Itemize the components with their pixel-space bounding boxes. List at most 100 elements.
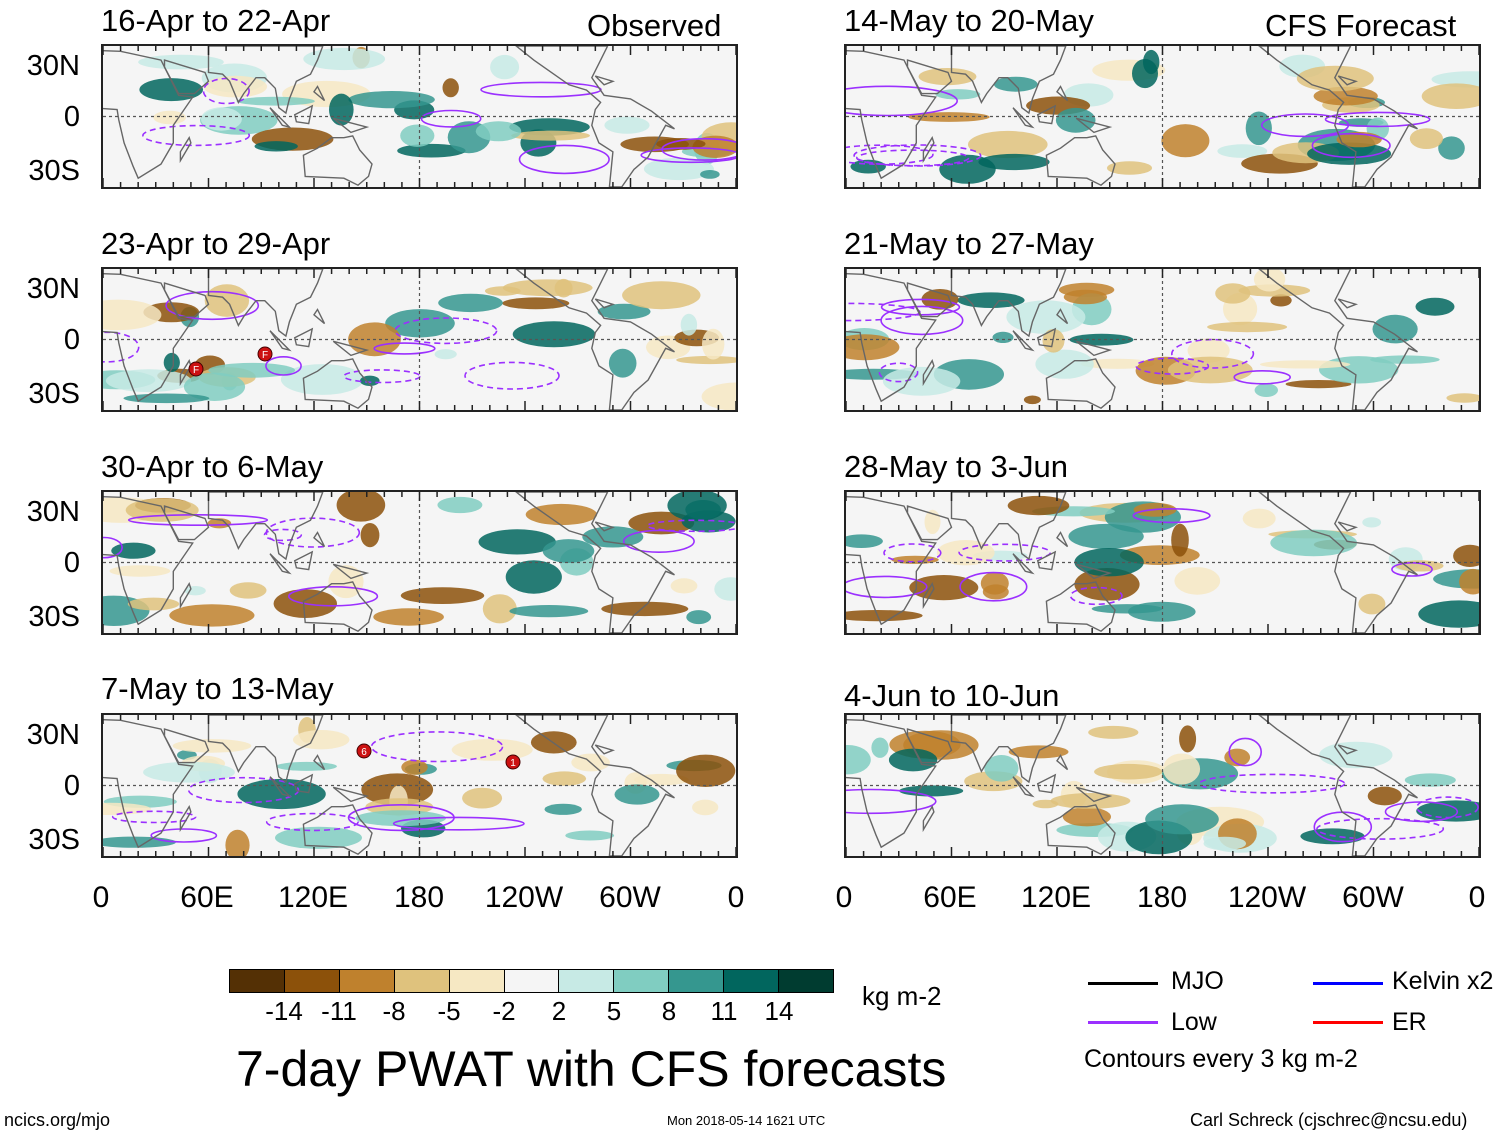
anomaly-area <box>667 492 727 522</box>
anomaly-area <box>1023 395 1041 405</box>
anomaly-area <box>1006 300 1086 334</box>
anomaly-area <box>692 799 719 816</box>
map-panel-fc-3 <box>844 490 1481 635</box>
low-contour <box>420 109 482 128</box>
lon-label: 0 <box>92 881 110 914</box>
colorbar-tick-label: -2 <box>492 996 516 1026</box>
coastline <box>515 269 675 410</box>
coastline <box>515 715 675 856</box>
coastline <box>163 59 210 95</box>
anomaly-area <box>1203 836 1247 851</box>
panel-title-obs-4: 7-May to 13-May <box>101 671 334 706</box>
coastline <box>1075 563 1113 580</box>
anomaly-area <box>1358 593 1386 615</box>
anomaly-area <box>565 830 615 841</box>
anomaly-area <box>680 313 698 336</box>
anomaly-area <box>714 577 736 601</box>
anomaly-area <box>505 560 562 594</box>
map-panel-obs-2 <box>101 267 738 412</box>
colorbar-tick-label: 2 <box>551 996 567 1026</box>
anomaly-area <box>634 773 689 786</box>
anomaly-area <box>183 372 246 401</box>
anomaly-area <box>123 393 210 404</box>
lat-label-30s: 30S <box>28 824 80 856</box>
colorbar-tick-label: -14 <box>265 996 303 1026</box>
anomaly-area <box>1088 725 1139 739</box>
coastline <box>906 505 953 541</box>
colorbar-tick-label: -8 <box>382 996 406 1026</box>
legend-swatch-er <box>1313 1021 1383 1024</box>
low-contour <box>1233 370 1292 385</box>
anomaly-area <box>511 130 590 141</box>
anomaly-area <box>1179 725 1197 753</box>
map-panel-obs-4 <box>101 713 738 858</box>
coastline <box>179 359 192 387</box>
coastline <box>515 46 675 187</box>
lon-label: 0 <box>1468 881 1486 914</box>
coastline <box>1012 553 1035 575</box>
anomaly-area <box>512 321 596 348</box>
anomaly-area <box>172 739 252 753</box>
panel-title-fc-4: 4-Jun to 10-Jun <box>844 678 1060 713</box>
colorbar-tick-label: 5 <box>606 996 622 1026</box>
anomaly-area <box>400 587 485 604</box>
anomaly-area <box>105 369 192 393</box>
coastline <box>179 805 192 833</box>
anomaly-area <box>360 523 380 548</box>
anomaly-area <box>676 355 736 365</box>
footer-link[interactable]: ncics.org/mjo <box>4 1110 111 1130</box>
low-contour <box>959 571 1028 602</box>
coastline <box>1036 773 1057 794</box>
low-contour <box>846 85 958 117</box>
anomaly-area <box>702 328 725 360</box>
coastline <box>906 282 953 318</box>
coastline <box>302 358 373 410</box>
anomaly-area <box>276 761 337 771</box>
coastline <box>302 581 373 633</box>
low-contour <box>518 144 610 175</box>
anomaly-area <box>475 121 522 142</box>
colorbar-tick-label: 11 <box>710 996 738 1026</box>
coastline <box>950 269 1067 338</box>
anomaly-area <box>1091 604 1163 614</box>
coastline <box>207 269 324 338</box>
footer-credit: Carl Schreck (cjschrec@ncsu.edu) <box>1190 1110 1468 1130</box>
anomaly-area <box>656 138 706 150</box>
anomaly-area <box>329 93 354 126</box>
lat-label-30s: 30S <box>28 155 80 187</box>
anomaly-area <box>846 610 923 622</box>
low-contour <box>661 137 736 161</box>
anomaly-area <box>225 829 250 856</box>
anomaly-area <box>442 78 459 98</box>
low-contour <box>288 586 379 607</box>
anomaly-area <box>169 604 255 627</box>
low-contour <box>846 788 937 815</box>
coastline <box>293 327 314 348</box>
anomaly-area <box>1459 568 1479 595</box>
anomaly-area <box>280 364 364 395</box>
anomaly-area <box>1404 773 1456 787</box>
anomaly-area <box>1453 544 1479 567</box>
coastline <box>313 531 326 548</box>
anomaly-area <box>1416 800 1479 822</box>
low-contour <box>394 317 498 345</box>
map-panel-fc-4 <box>844 713 1481 858</box>
coastline <box>207 46 324 115</box>
coastline <box>179 582 192 610</box>
anomaly-area <box>939 154 996 184</box>
anomaly-area <box>1106 161 1153 175</box>
low-contour <box>373 342 436 355</box>
lat-label-30n: 30N <box>26 496 80 528</box>
legend-note: Contours every 3 kg m-2 <box>1084 1045 1358 1073</box>
anomaly-area <box>1409 128 1443 149</box>
anomaly-area <box>1313 86 1378 106</box>
anomaly-area <box>1421 83 1479 109</box>
low-contour <box>883 543 942 563</box>
map-panel-fc-1 <box>844 44 1481 189</box>
anomaly-area <box>1307 142 1392 165</box>
colorbar-units: kg m-2 <box>862 981 942 1011</box>
anomaly-area <box>203 75 268 98</box>
anomaly-area <box>1161 124 1210 158</box>
anomaly-area <box>1035 349 1094 379</box>
low-contour <box>1324 111 1431 128</box>
